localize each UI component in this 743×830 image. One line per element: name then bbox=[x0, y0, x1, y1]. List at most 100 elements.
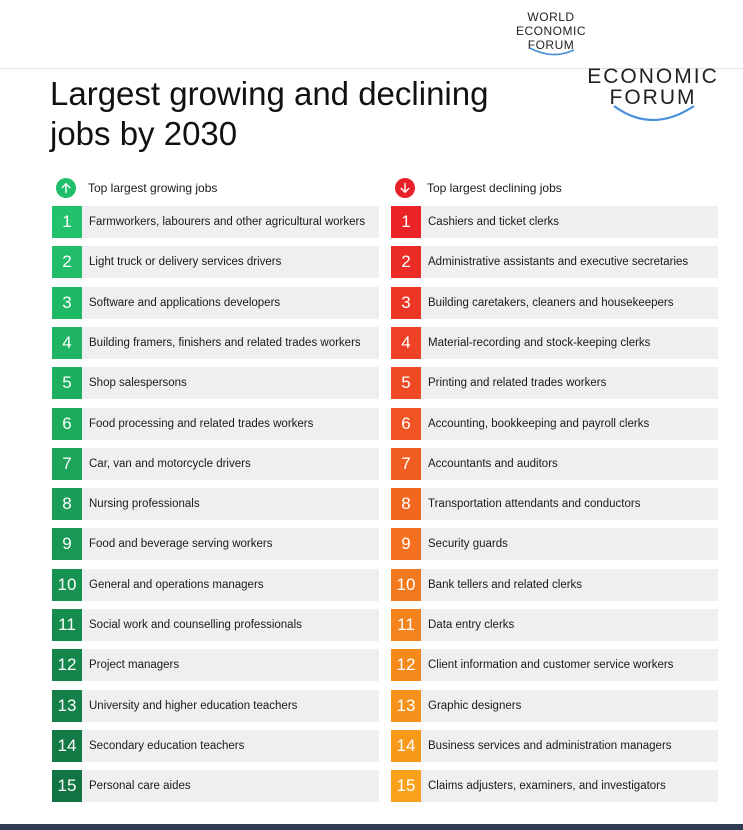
arrow-up-icon bbox=[56, 178, 76, 198]
growing-job-rank-badge: 4 bbox=[52, 326, 82, 359]
title-line-2: jobs by 2030 bbox=[50, 115, 238, 152]
growing-job-row-14: 14 Secondary education teachers bbox=[52, 729, 379, 762]
declining-job-row-8: 8 Transportation attendants and conductor… bbox=[391, 488, 718, 521]
declining-job-rank-badge: 5 bbox=[391, 367, 421, 400]
declining-job-row-5: 5 Printing and related trades workers bbox=[391, 367, 718, 400]
growing-job-row-12: 12 Project managers bbox=[52, 649, 379, 682]
declining-job-row-12: 12 Client information and customer servic… bbox=[391, 649, 718, 682]
growing-jobs-header: Top largest growing jobs bbox=[52, 176, 379, 200]
growing-job-job-label: Secondary education teachers bbox=[89, 739, 245, 752]
growing-job-rank-badge: 8 bbox=[52, 488, 82, 521]
growing-job-job-label: University and higher education teachers bbox=[89, 699, 298, 712]
declining-job-job-label: Administrative assistants and executive … bbox=[428, 256, 689, 269]
growing-job-job-label: Light truck or delivery services drivers bbox=[89, 256, 282, 269]
logo-small-line-3: FORUM bbox=[527, 38, 575, 52]
growing-job-rank-badge: 10 bbox=[52, 568, 82, 601]
wef-logo-small: WORLD ECONOMIC FORUM bbox=[508, 10, 594, 62]
growing-job-row-4: 4 Building framers, finishers and related… bbox=[52, 326, 379, 359]
growing-job-job-label: Social work and counselling professional… bbox=[89, 619, 302, 631]
top-bar bbox=[0, 0, 743, 69]
declining-job-rank-badge: 9 bbox=[391, 528, 421, 561]
declining-job-rank-badge: 7 bbox=[391, 447, 421, 480]
declining-job-rank-badge: 3 bbox=[391, 286, 421, 319]
growing-job-row-5: 5 Shop salespersons bbox=[52, 367, 379, 400]
declining-job-row-6: 6 Accounting, bookkeeping and payroll cle… bbox=[391, 407, 718, 440]
growing-job-rank-badge: 13 bbox=[52, 689, 82, 722]
growing-job-rank-badge: 2 bbox=[52, 246, 82, 279]
declining-job-rank-badge: 12 bbox=[391, 649, 421, 682]
declining-job-row-9: 9 Security guards bbox=[391, 528, 718, 561]
declining-job-job-label: Transportation attendants and conductors bbox=[428, 498, 641, 511]
declining-job-rank-badge: 2 bbox=[391, 246, 421, 279]
declining-job-row-13: 13 Graphic designers bbox=[391, 689, 718, 722]
declining-job-row-1: 1 Cashiers and ticket clerks bbox=[391, 206, 718, 238]
growing-job-row-9: 9 Food and beverage serving workers bbox=[52, 528, 379, 561]
growing-job-job-label: Shop salespersons bbox=[89, 377, 187, 390]
declining-job-job-label: Cashiers and ticket clerks bbox=[428, 216, 560, 228]
growing-job-job-label: Building framers, finishers and related … bbox=[89, 336, 361, 349]
growing-job-row-15: 15 Personal care aides bbox=[52, 770, 379, 803]
declining-job-row-2: 2 Administrative assistants and executive… bbox=[391, 246, 718, 279]
declining-job-row-10: 10 Bank tellers and related clerks bbox=[391, 568, 718, 601]
growing-job-row-7: 7 Car, van and motorcycle drivers bbox=[52, 447, 379, 480]
growing-job-rank-badge: 1 bbox=[52, 206, 82, 238]
growing-job-row-10: 10 General and operations managers bbox=[52, 568, 379, 601]
logo-small-line-1: WORLD bbox=[527, 10, 575, 24]
logo-big-line-2: FORUM bbox=[609, 86, 697, 109]
declining-job-row-3: 3 Building caretakers, cleaners and house… bbox=[391, 286, 718, 319]
growing-jobs-column: Top largest growing jobs 1 Farmworkers, l… bbox=[52, 176, 379, 803]
declining-job-row-11: 11 Data entry clerks bbox=[391, 609, 718, 641]
title-line-1: Largest growing and declining bbox=[50, 75, 489, 112]
declining-job-job-label: Claims adjusters, examiners, and investi… bbox=[428, 780, 666, 793]
declining-job-job-label: Bank tellers and related clerks bbox=[428, 578, 583, 591]
declining-job-row-7: 7 Accountants and auditors bbox=[391, 447, 718, 480]
growing-job-rank-badge: 3 bbox=[52, 286, 82, 319]
growing-job-rank-badge: 7 bbox=[52, 447, 82, 480]
declining-job-row-4: 4 Material-recording and stock-keeping cl… bbox=[391, 326, 718, 359]
declining-job-rank-badge: 4 bbox=[391, 326, 421, 359]
growing-jobs-heading: Top largest growing jobs bbox=[88, 181, 218, 195]
logo-small-line-2: ECONOMIC bbox=[516, 24, 586, 38]
growing-job-row-6: 6 Food processing and related trades work… bbox=[52, 407, 379, 440]
growing-job-rank-badge: 14 bbox=[52, 729, 82, 762]
growing-job-row-8: 8 Nursing professionals bbox=[52, 488, 379, 521]
logo-big-arc-icon bbox=[613, 105, 695, 122]
declining-job-rank-badge: 1 bbox=[391, 206, 421, 238]
declining-job-row-14: 14 Business services and administration m… bbox=[391, 729, 718, 762]
growing-job-rank-badge: 9 bbox=[52, 528, 82, 561]
page-title: Largest growing and declining jobs by 20… bbox=[50, 74, 570, 154]
growing-job-job-label: Food processing and related trades worke… bbox=[89, 417, 314, 430]
growing-job-rank-badge: 11 bbox=[52, 609, 82, 641]
declining-job-rank-badge: 8 bbox=[391, 488, 421, 521]
bottom-bar bbox=[0, 824, 743, 830]
growing-job-job-label: Food and beverage serving workers bbox=[89, 538, 273, 551]
declining-job-job-label: Building caretakers, cleaners and housek… bbox=[428, 296, 674, 309]
declining-job-rank-badge: 6 bbox=[391, 407, 421, 440]
growing-job-row-11: 11 Social work and counselling profession… bbox=[52, 609, 379, 641]
declining-job-job-label: Material-recording and stock-keeping cle… bbox=[428, 336, 651, 349]
growing-job-job-label: Project managers bbox=[89, 659, 180, 672]
growing-job-rank-badge: 15 bbox=[52, 770, 82, 803]
declining-job-job-label: Accounting, bookkeeping and payroll cler… bbox=[428, 417, 650, 430]
declining-job-rank-badge: 15 bbox=[391, 770, 421, 803]
declining-job-job-label: Business services and administration man… bbox=[428, 739, 672, 752]
arrow-down-icon bbox=[395, 178, 415, 198]
declining-job-job-label: Graphic designers bbox=[428, 699, 522, 712]
growing-job-job-label: Software and applications developers bbox=[89, 296, 281, 309]
declining-job-rank-badge: 10 bbox=[391, 568, 421, 601]
declining-jobs-heading: Top largest declining jobs bbox=[427, 181, 562, 195]
growing-job-job-label: Farmworkers, labourers and other agricul… bbox=[89, 216, 366, 228]
growing-job-job-label: Car, van and motorcycle drivers bbox=[89, 457, 251, 470]
declining-job-job-label: Accountants and auditors bbox=[428, 457, 558, 470]
growing-job-row-13: 13 University and higher education teache… bbox=[52, 689, 379, 722]
declining-job-rank-badge: 11 bbox=[391, 609, 421, 641]
growing-job-job-label: Nursing professionals bbox=[89, 498, 200, 511]
declining-job-job-label: Data entry clerks bbox=[428, 619, 515, 631]
growing-job-row-1: 1 Farmworkers, labourers and other agricu… bbox=[52, 206, 379, 238]
growing-job-rank-badge: 12 bbox=[52, 649, 82, 682]
declining-jobs-header: Top largest declining jobs bbox=[391, 176, 718, 200]
growing-job-row-3: 3 Software and applications developers bbox=[52, 286, 379, 319]
growing-job-row-2: 2 Light truck or delivery services driver… bbox=[52, 246, 379, 279]
declining-job-rank-badge: 13 bbox=[391, 689, 421, 722]
declining-job-job-label: Printing and related trades workers bbox=[428, 377, 607, 390]
